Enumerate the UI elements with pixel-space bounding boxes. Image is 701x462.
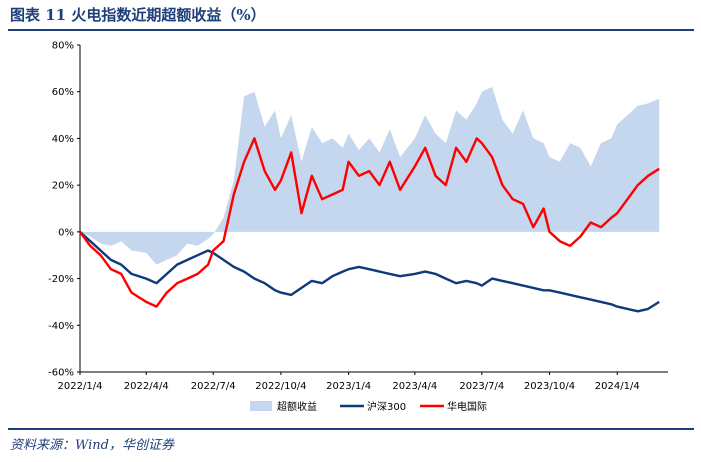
legend-label: 超额收益 <box>277 400 317 413</box>
x-tick-label: 2022/4/4 <box>124 381 169 392</box>
x-tick-label: 2023/10/4 <box>524 381 575 392</box>
y-tick-label: -60% <box>48 368 74 379</box>
y-tick-label: 40% <box>52 134 74 145</box>
legend-label: 沪深300 <box>367 400 406 413</box>
x-tick-label: 2022/1/4 <box>58 381 103 392</box>
excess-area-layer <box>80 87 660 265</box>
source-rule <box>8 428 694 430</box>
x-tick-label: 2024/1/4 <box>595 381 640 392</box>
y-tick-label: 60% <box>52 87 74 98</box>
title-rule <box>8 29 694 31</box>
x-tick-label: 2023/1/4 <box>326 381 371 392</box>
line-layer <box>79 137 660 313</box>
axis-layer: 80% 60% 40% 20% 0% -20% -40% -60% 2022/1/4 2022/4… <box>48 41 668 392</box>
legend-swatch-excess <box>250 401 272 411</box>
y-tick-label: 0% <box>58 227 74 238</box>
y-tick-label: 20% <box>52 181 74 192</box>
series-line-huadian <box>79 137 660 308</box>
figure-title: 图表 11 火电指数近期超额收益（%） <box>10 6 266 24</box>
x-tick-label: 2023/7/4 <box>459 381 504 392</box>
x-tick-label: 2022/10/4 <box>255 381 306 392</box>
y-tick-label: -40% <box>48 321 74 332</box>
x-tick-label: 2023/4/4 <box>392 381 437 392</box>
legend-label: 华电国际 <box>447 400 487 413</box>
x-tick-label: 2022/7/4 <box>191 381 236 392</box>
y-tick-label: 80% <box>52 41 74 52</box>
series-line-hs300 <box>79 231 660 313</box>
source-note: 资料来源：Wind，华创证券 <box>10 438 174 453</box>
y-tick-label: -20% <box>48 274 74 285</box>
series-area-excess <box>80 87 660 265</box>
legend: 超额收益 沪深300 华电国际 <box>250 400 487 413</box>
